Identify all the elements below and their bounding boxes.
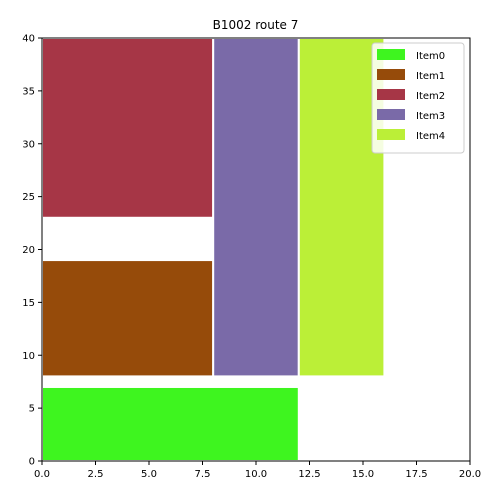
chart-title: B1002 route 7	[213, 18, 299, 32]
x-tick-label: 20.0	[459, 469, 481, 480]
legend-swatch	[377, 89, 405, 100]
legend-swatch	[377, 129, 405, 140]
bar-item0	[42, 387, 299, 461]
legend-label: Item3	[416, 111, 445, 122]
x-tick-label: 7.5	[195, 469, 211, 480]
legend-label: Item1	[416, 71, 445, 82]
y-tick-label: 10	[22, 351, 35, 362]
x-tick-label: 15.0	[352, 469, 374, 480]
x-tick-label: 2.5	[88, 469, 104, 480]
legend-swatch	[377, 49, 405, 60]
x-tick-label: 5.0	[141, 469, 157, 480]
y-tick-label: 0	[29, 457, 35, 468]
legend: Item0 Item1 Item2 Item3 Item4	[372, 43, 464, 153]
bar-item1	[42, 260, 213, 376]
bar-item3	[213, 38, 299, 376]
x-tick-label: 17.5	[405, 469, 427, 480]
legend-label: Item2	[416, 91, 445, 102]
legend-swatch	[377, 69, 405, 80]
x-tick-label: 0.0	[34, 469, 50, 480]
legend-label: Item0	[416, 51, 445, 62]
y-tick-label: 5	[29, 404, 35, 415]
y-tick-label: 25	[22, 192, 35, 203]
legend-label: Item4	[416, 131, 445, 142]
legend-swatch	[377, 109, 405, 120]
y-tick-label: 40	[22, 34, 35, 45]
x-tick-label: 12.5	[298, 469, 320, 480]
x-axis: 0.0 2.5 5.0 7.5 10.0 12.5 15.0 17.5 20.0	[34, 461, 481, 480]
y-tick-label: 15	[22, 298, 35, 309]
y-tick-label: 20	[22, 245, 35, 256]
y-tick-label: 30	[22, 139, 35, 150]
bar-item2	[42, 38, 213, 218]
y-tick-label: 35	[22, 86, 35, 97]
y-axis: 0 5 10 15 20 25 30 35 40	[22, 34, 42, 468]
x-tick-label: 10.0	[245, 469, 267, 480]
